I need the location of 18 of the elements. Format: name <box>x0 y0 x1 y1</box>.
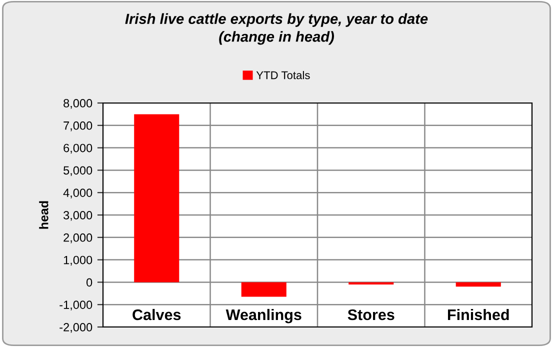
y-tick-label: 5,000 <box>64 166 92 176</box>
y-tick-label: 4,000 <box>63 188 92 198</box>
y-tick-label: 8,000 <box>64 99 92 109</box>
y-axis-title: head <box>39 201 48 229</box>
x-tick-label: Weanlings <box>226 308 302 324</box>
y-tick-label: 2,000 <box>64 233 92 244</box>
x-tick-label: Finished <box>448 308 509 320</box>
x-tick-label: Stores <box>348 309 394 320</box>
legend-label: YTD Totals <box>256 71 310 80</box>
x-tick-label: Calves <box>132 308 181 320</box>
y-tick-label: -2,000 <box>60 323 92 333</box>
chart-title: Irish live cattle exports by type, year to date (change in head) <box>125 13 428 45</box>
y-tick-label: 1,000 <box>64 256 92 266</box>
y-tick-label: 7,000 <box>64 121 92 132</box>
y-tick-label: -1,000 <box>60 300 92 310</box>
y-tick-label: 0 <box>86 278 92 287</box>
y-tick-label: 6,000 <box>64 144 92 154</box>
y-tick-label: 3,000 <box>63 211 92 221</box>
